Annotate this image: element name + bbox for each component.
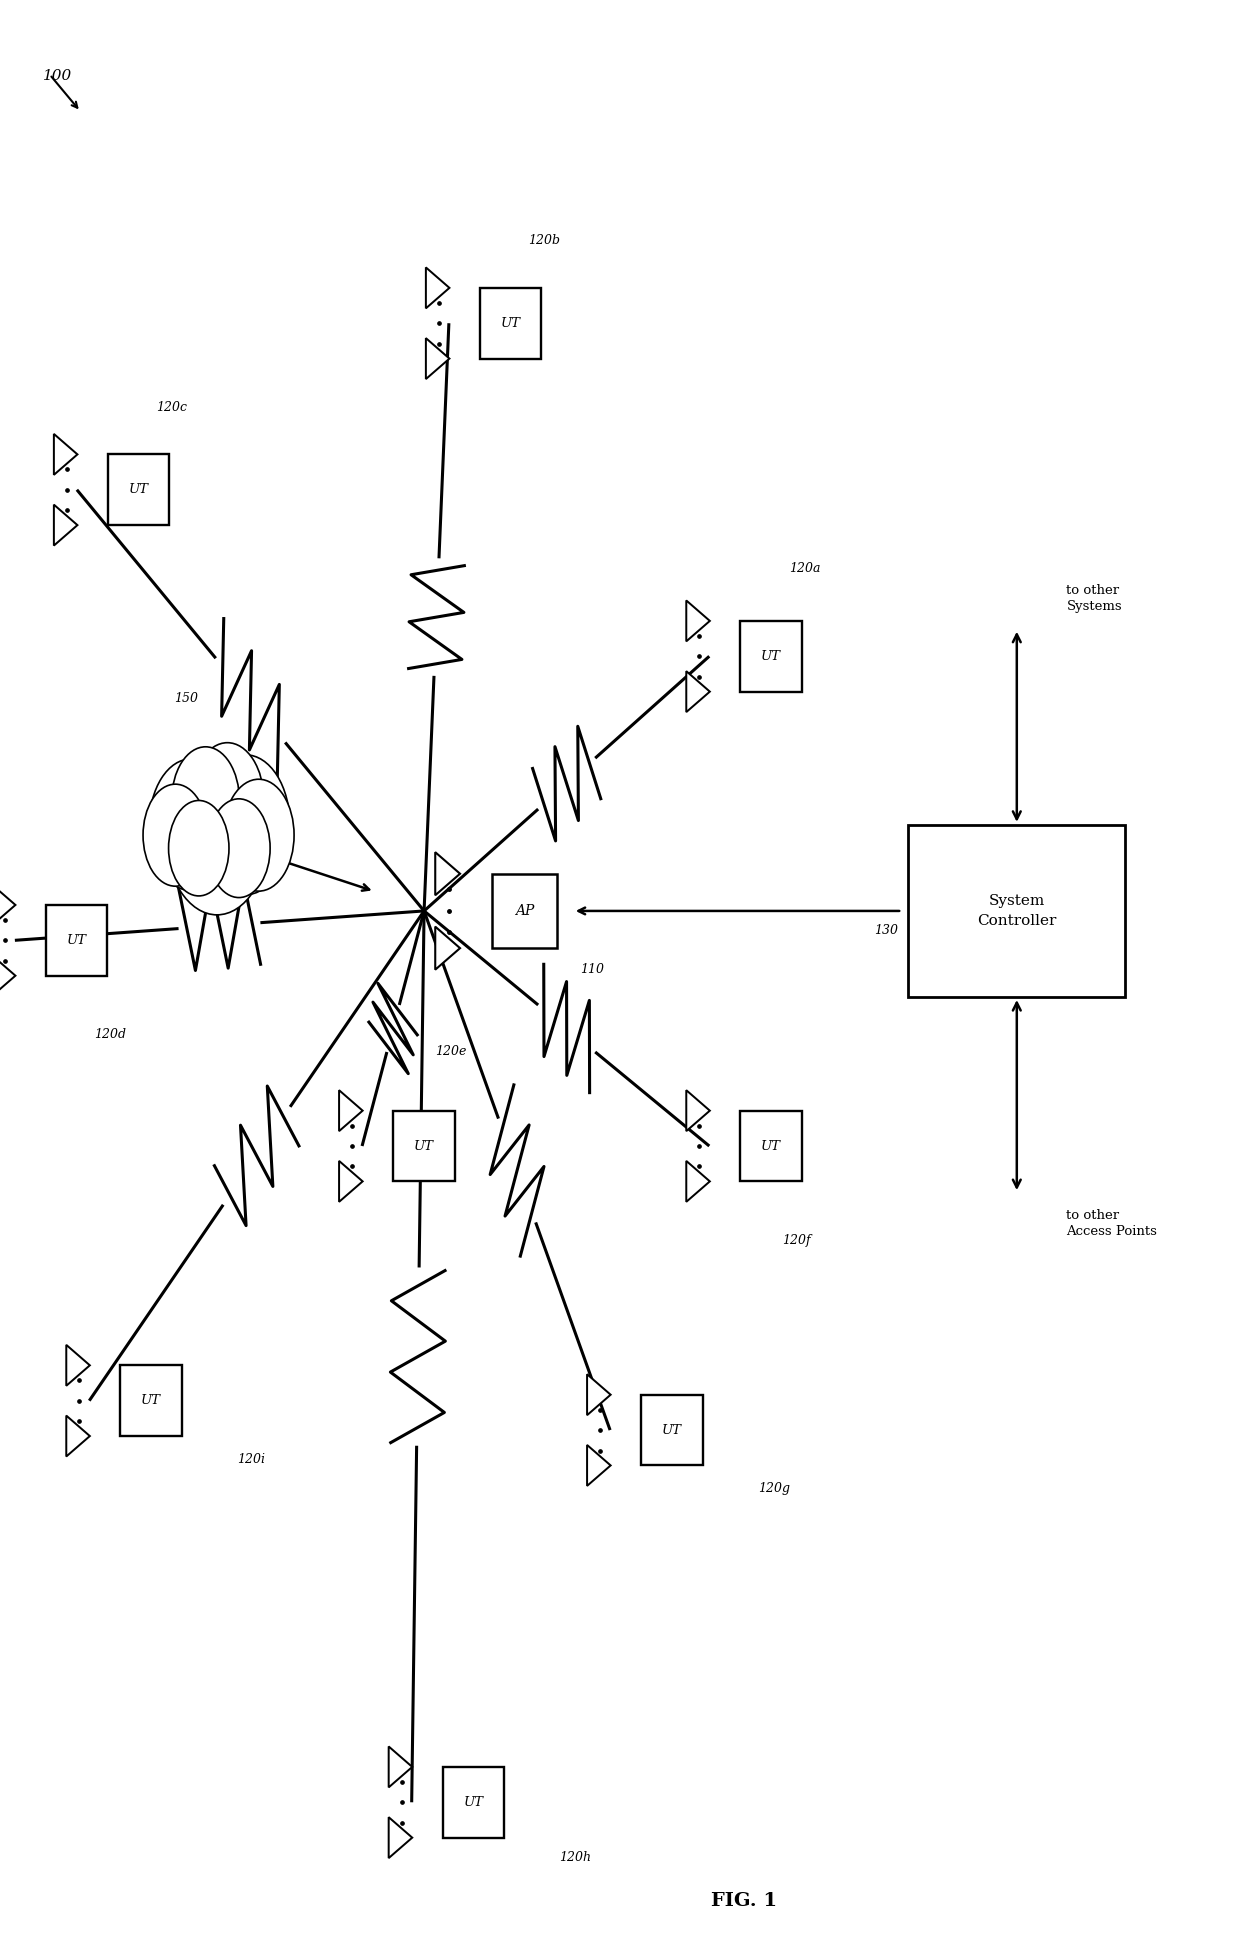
Circle shape [169, 801, 229, 895]
FancyBboxPatch shape [46, 905, 108, 976]
Polygon shape [686, 599, 709, 641]
Circle shape [201, 754, 290, 895]
Text: 120a: 120a [789, 562, 820, 574]
Text: 120h: 120h [559, 1851, 591, 1863]
Text: UT: UT [761, 650, 781, 662]
Polygon shape [388, 1818, 412, 1857]
Text: 100: 100 [43, 69, 73, 82]
Polygon shape [339, 1089, 362, 1130]
Text: 120d: 120d [94, 1028, 126, 1040]
Text: 110: 110 [580, 964, 604, 976]
FancyBboxPatch shape [480, 288, 542, 358]
Polygon shape [587, 1446, 610, 1485]
Circle shape [191, 742, 264, 858]
FancyBboxPatch shape [740, 1111, 802, 1181]
Circle shape [149, 758, 233, 891]
Text: UT: UT [464, 1796, 484, 1808]
Text: UT: UT [129, 484, 149, 496]
Circle shape [223, 780, 294, 891]
Text: 150: 150 [174, 692, 198, 705]
Polygon shape [587, 1375, 610, 1414]
FancyBboxPatch shape [740, 621, 802, 692]
Polygon shape [435, 927, 460, 970]
Text: to other
Systems: to other Systems [1066, 584, 1122, 613]
Text: AP: AP [515, 903, 534, 919]
Circle shape [207, 799, 270, 897]
Polygon shape [0, 956, 15, 995]
Text: 120c: 120c [156, 402, 187, 413]
FancyBboxPatch shape [120, 1365, 182, 1436]
Text: to other
Access Points: to other Access Points [1066, 1209, 1157, 1238]
Text: 120f: 120f [782, 1234, 811, 1246]
Polygon shape [686, 672, 709, 713]
Text: 130: 130 [874, 925, 898, 936]
Text: UT: UT [67, 934, 87, 946]
FancyBboxPatch shape [492, 874, 557, 948]
Text: 120e: 120e [435, 1046, 466, 1058]
Circle shape [165, 750, 269, 915]
Text: UT: UT [414, 1140, 434, 1152]
Text: UT: UT [761, 1140, 781, 1152]
Polygon shape [0, 884, 15, 925]
FancyBboxPatch shape [393, 1111, 455, 1181]
Polygon shape [686, 1089, 709, 1130]
Polygon shape [435, 852, 460, 895]
Text: System
Controller: System Controller [977, 893, 1056, 929]
Polygon shape [339, 1162, 362, 1201]
Polygon shape [686, 1162, 709, 1201]
Text: UT: UT [141, 1395, 161, 1407]
Text: 120g: 120g [758, 1483, 790, 1495]
FancyBboxPatch shape [641, 1395, 703, 1465]
Circle shape [143, 784, 207, 885]
Text: 120i: 120i [237, 1454, 265, 1465]
Polygon shape [66, 1416, 89, 1457]
Polygon shape [66, 1344, 89, 1385]
Text: UT: UT [662, 1424, 682, 1436]
Polygon shape [53, 433, 77, 474]
Text: UT: UT [501, 317, 521, 329]
FancyBboxPatch shape [108, 454, 170, 525]
FancyBboxPatch shape [443, 1767, 505, 1838]
Text: FIG. 1: FIG. 1 [711, 1892, 777, 1910]
Polygon shape [388, 1747, 412, 1787]
Polygon shape [53, 505, 77, 547]
Polygon shape [425, 339, 449, 380]
Polygon shape [425, 266, 449, 308]
Circle shape [171, 746, 239, 854]
FancyBboxPatch shape [908, 825, 1126, 997]
Text: 120b: 120b [528, 235, 560, 247]
